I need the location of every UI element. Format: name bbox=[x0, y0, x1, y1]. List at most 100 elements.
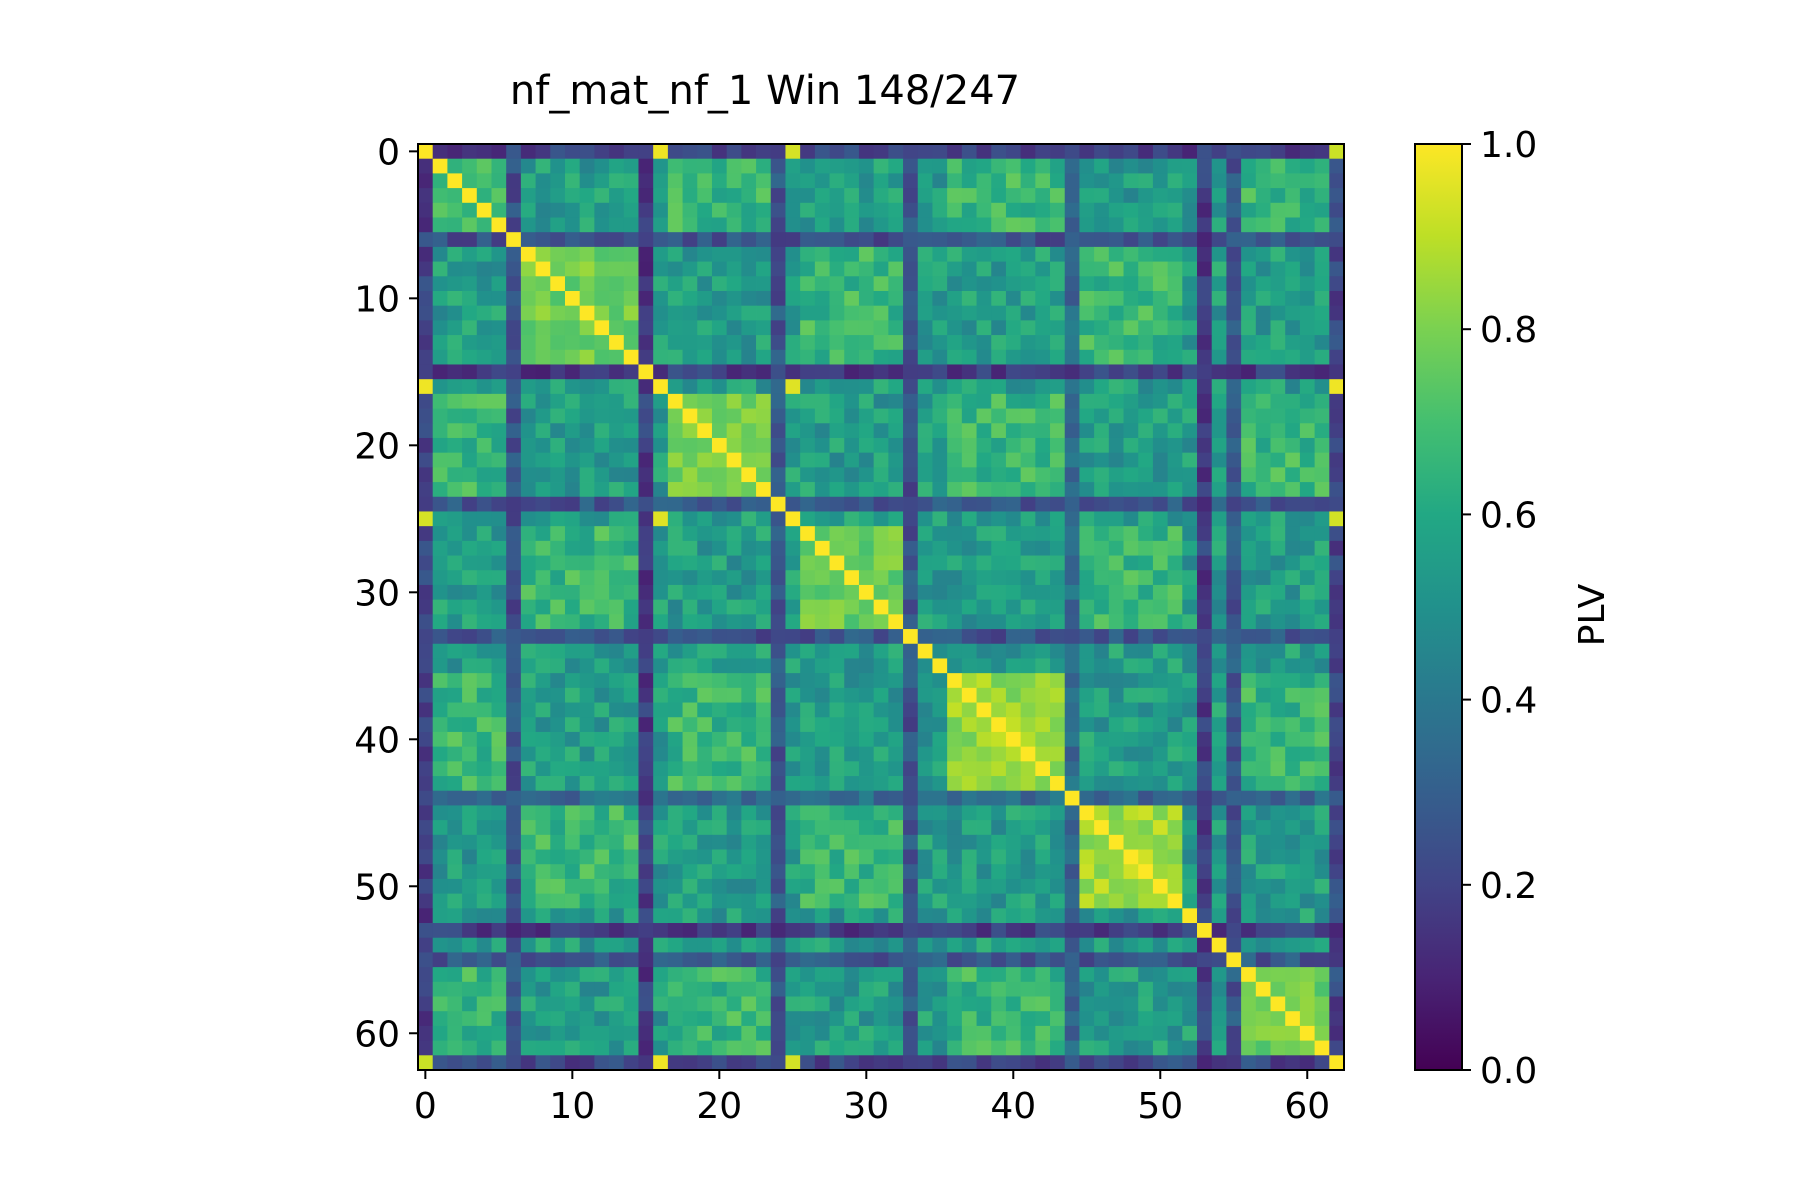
heatmap-cell bbox=[1108, 687, 1124, 703]
heatmap-cell bbox=[1005, 673, 1022, 689]
heatmap-cell bbox=[609, 437, 625, 454]
heatmap-cell bbox=[697, 761, 713, 777]
heatmap-cell bbox=[432, 202, 448, 218]
heatmap-cell bbox=[770, 202, 786, 218]
heatmap-cell bbox=[1285, 952, 1301, 968]
heatmap-cell bbox=[1226, 643, 1242, 659]
heatmap-cell bbox=[697, 878, 713, 895]
heatmap-cell bbox=[1123, 144, 1139, 160]
heatmap-cell bbox=[638, 614, 654, 630]
heatmap-cell bbox=[550, 379, 566, 395]
heatmap-cell bbox=[506, 673, 522, 689]
heatmap-cell bbox=[1064, 658, 1080, 674]
heatmap-cell bbox=[1329, 702, 1345, 718]
heatmap-cell bbox=[770, 584, 786, 601]
heatmap-cell bbox=[1035, 805, 1051, 821]
heatmap-cell bbox=[726, 643, 742, 659]
heatmap-cell bbox=[667, 437, 683, 454]
heatmap-cell bbox=[1094, 408, 1110, 424]
heatmap-cell bbox=[1197, 849, 1213, 865]
heatmap-cell bbox=[1138, 320, 1154, 336]
heatmap-cell bbox=[726, 276, 742, 292]
heatmap-cell bbox=[520, 952, 536, 968]
heatmap-cell bbox=[653, 937, 669, 953]
heatmap-cell bbox=[917, 967, 933, 983]
heatmap-cell bbox=[520, 305, 536, 321]
heatmap-cell bbox=[858, 658, 875, 674]
heatmap-cell bbox=[991, 364, 1007, 380]
heatmap-cell bbox=[1152, 305, 1169, 321]
heatmap-cell bbox=[829, 408, 845, 424]
heatmap-cell bbox=[609, 408, 625, 424]
heatmap-cell bbox=[623, 629, 639, 645]
heatmap-cell bbox=[829, 217, 845, 233]
heatmap-cell bbox=[1182, 393, 1198, 409]
heatmap-cell bbox=[976, 952, 992, 968]
heatmap-cell bbox=[932, 511, 948, 527]
heatmap-cell bbox=[1197, 158, 1213, 174]
heatmap-cell bbox=[1241, 908, 1257, 924]
heatmap-cell bbox=[418, 1055, 434, 1071]
heatmap-cell bbox=[785, 923, 801, 939]
heatmap-cell bbox=[726, 702, 742, 718]
heatmap-cell bbox=[1197, 584, 1213, 601]
heatmap-cell bbox=[961, 673, 977, 689]
heatmap-cell bbox=[1152, 290, 1169, 307]
heatmap-cell bbox=[1329, 746, 1345, 762]
heatmap-cell bbox=[991, 173, 1007, 189]
x-tick-label: 30 bbox=[843, 1086, 889, 1127]
heatmap-cell bbox=[462, 1040, 478, 1056]
heatmap-cell bbox=[506, 731, 522, 748]
heatmap-cell bbox=[829, 820, 845, 836]
heatmap-cell bbox=[1211, 349, 1227, 365]
heatmap-cell bbox=[917, 526, 933, 542]
heatmap-cell bbox=[1197, 467, 1213, 483]
heatmap-cell bbox=[844, 790, 860, 806]
heatmap-cell bbox=[579, 526, 595, 542]
heatmap-cell bbox=[917, 570, 933, 586]
heatmap-cell bbox=[844, 570, 860, 586]
heatmap-cell bbox=[506, 158, 522, 174]
heatmap-cell bbox=[594, 540, 610, 556]
heatmap-cell bbox=[976, 276, 992, 292]
heatmap-cell bbox=[1050, 776, 1066, 792]
heatmap-cell bbox=[638, 834, 654, 850]
heatmap-cell bbox=[623, 996, 639, 1012]
heatmap-cell bbox=[550, 364, 566, 380]
heatmap-cell bbox=[594, 482, 610, 498]
heatmap-cell bbox=[520, 1011, 536, 1027]
heatmap-cell bbox=[623, 1011, 639, 1027]
heatmap-cell bbox=[1211, 570, 1227, 586]
heatmap-cell bbox=[623, 482, 639, 498]
heatmap-cell bbox=[1285, 731, 1301, 748]
heatmap-cell bbox=[756, 408, 772, 424]
heatmap-cell bbox=[697, 658, 713, 674]
heatmap-cell bbox=[1050, 540, 1066, 556]
heatmap-cell bbox=[1064, 467, 1080, 483]
heatmap-cell bbox=[1182, 658, 1198, 674]
heatmap-cell bbox=[785, 790, 801, 806]
heatmap-cell bbox=[462, 643, 478, 659]
heatmap-cell bbox=[1226, 526, 1242, 542]
heatmap-cell bbox=[917, 188, 933, 204]
heatmap-cell bbox=[888, 761, 904, 777]
heatmap-cell bbox=[1167, 452, 1183, 468]
heatmap-cell bbox=[756, 158, 772, 174]
heatmap-cell bbox=[1152, 864, 1169, 880]
heatmap-cell bbox=[844, 702, 860, 718]
heatmap-cell bbox=[1197, 658, 1213, 674]
heatmap-cell bbox=[756, 614, 772, 630]
heatmap-cell bbox=[844, 144, 860, 160]
heatmap-cell bbox=[1285, 158, 1301, 174]
heatmap-cell bbox=[491, 437, 507, 454]
heatmap-cell bbox=[447, 923, 463, 939]
heatmap-cell bbox=[564, 878, 581, 895]
heatmap-cell bbox=[873, 1011, 889, 1027]
heatmap-cell bbox=[579, 776, 595, 792]
heatmap-cell bbox=[785, 702, 801, 718]
heatmap-cell bbox=[623, 540, 639, 556]
heatmap-cell bbox=[961, 364, 977, 380]
heatmap-cell bbox=[726, 849, 742, 865]
heatmap-cell bbox=[1005, 952, 1022, 968]
heatmap-cell bbox=[623, 1025, 639, 1042]
